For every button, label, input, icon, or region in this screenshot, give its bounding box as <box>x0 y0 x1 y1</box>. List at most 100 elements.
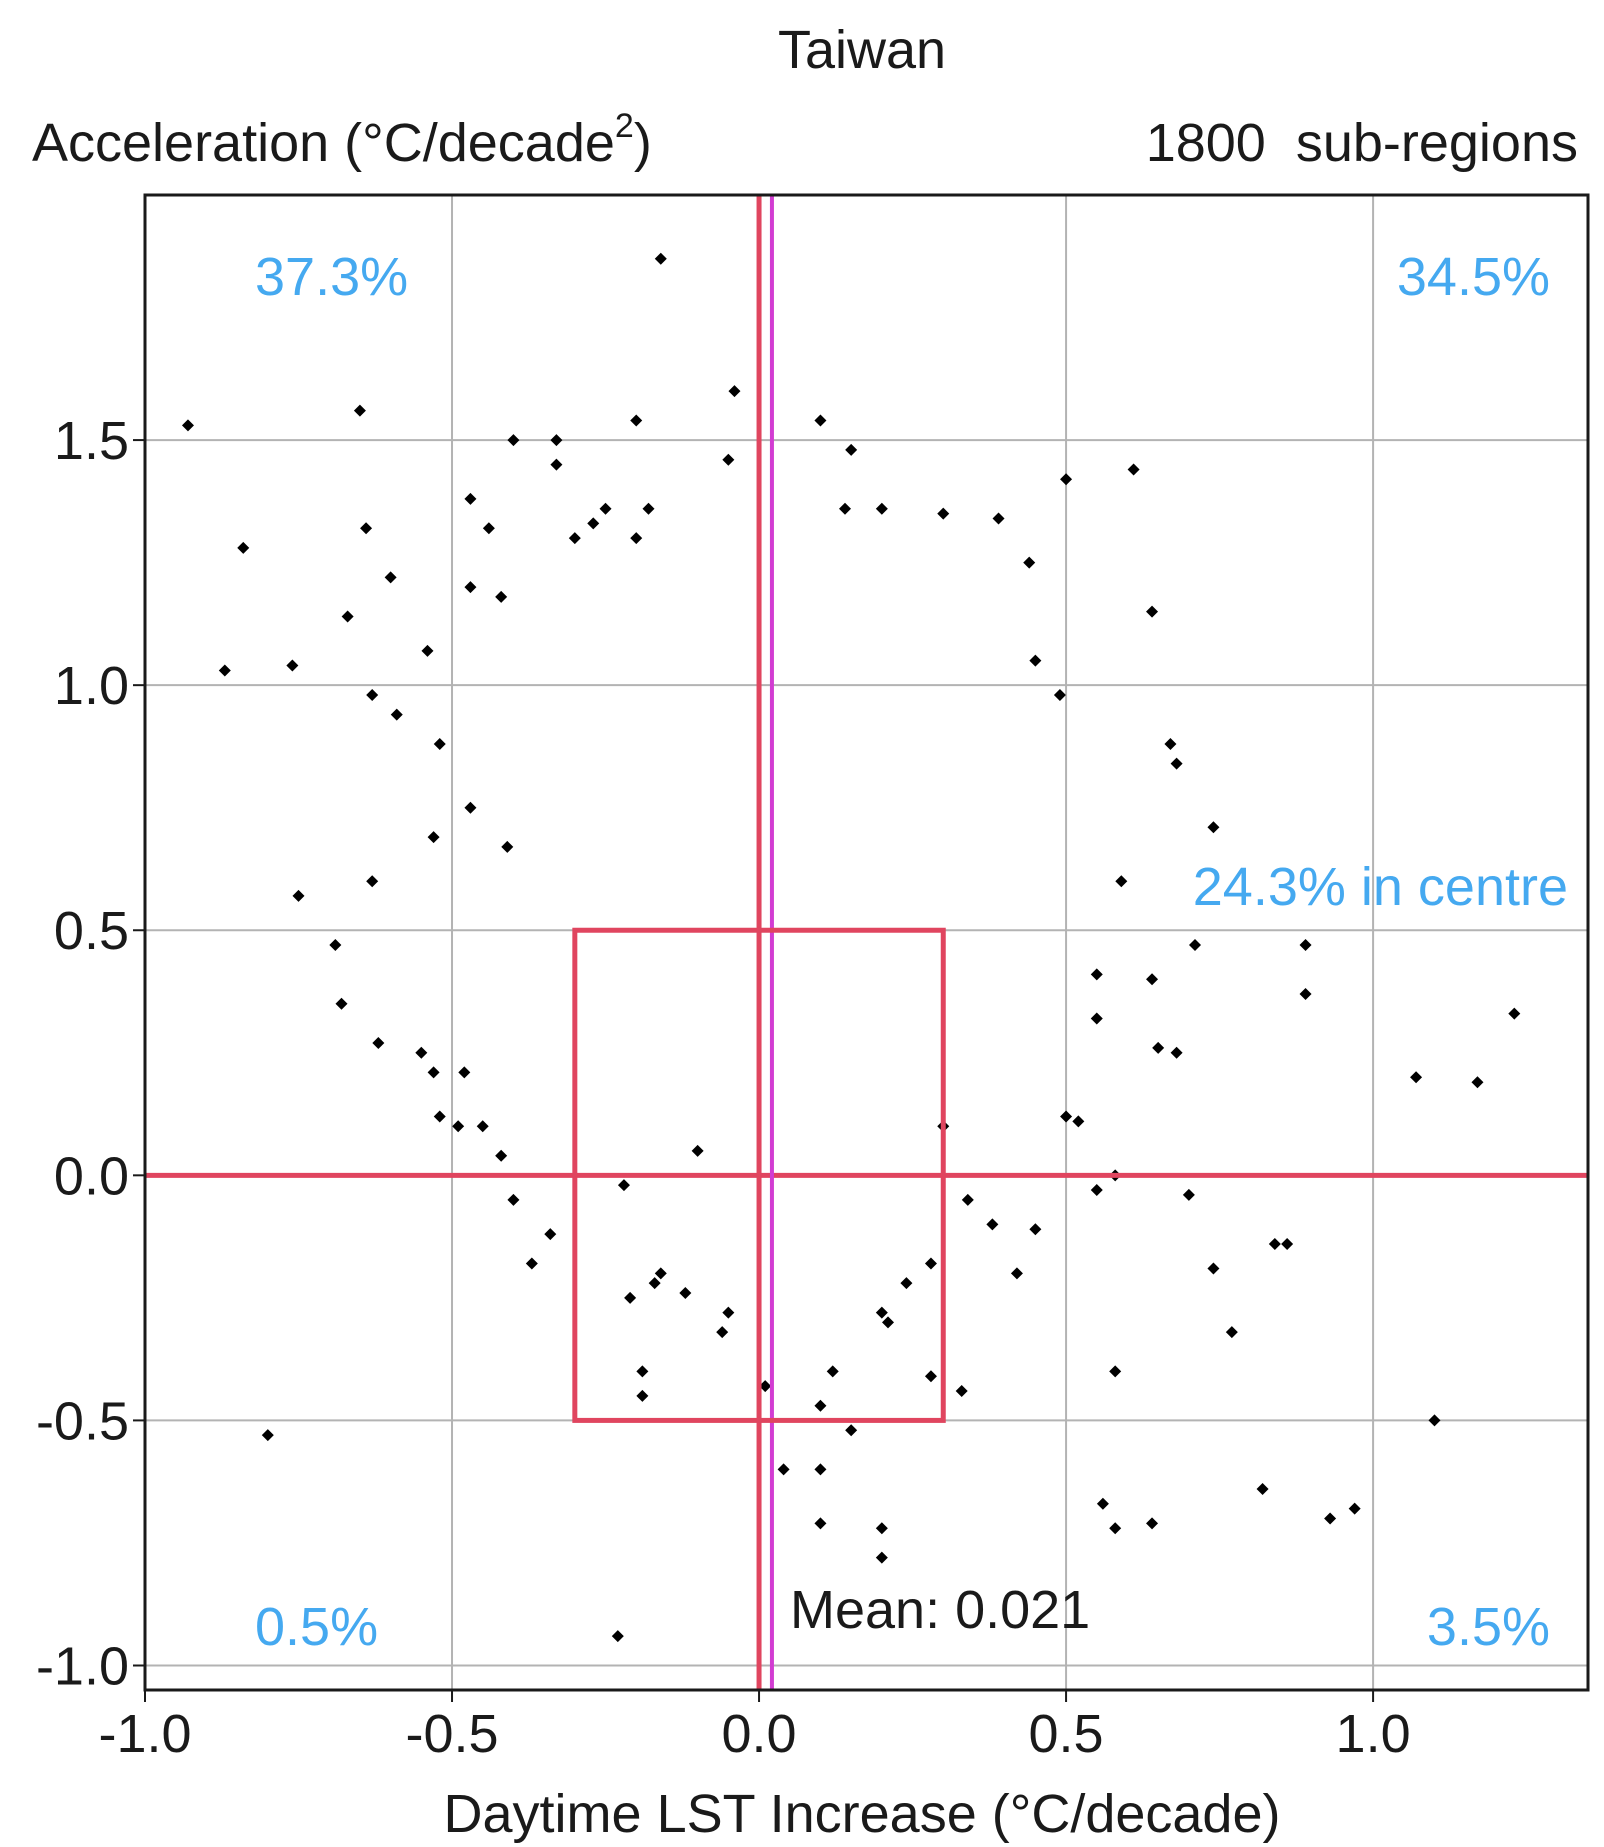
data-point <box>1060 1110 1073 1123</box>
data-point <box>353 404 366 417</box>
data-point <box>1182 1188 1195 1201</box>
data-point <box>1410 1071 1423 1084</box>
data-point <box>814 414 827 427</box>
data-point <box>525 1257 538 1270</box>
top-right-percent: 34.5% <box>1397 247 1550 307</box>
x-tick-label: 0.0 <box>722 1704 797 1764</box>
data-point <box>568 532 581 545</box>
bottom-left-percent: 0.5% <box>255 1597 378 1657</box>
data-point <box>1428 1414 1441 1427</box>
data-point <box>464 492 477 505</box>
x-tick-label: -0.5 <box>405 1704 498 1764</box>
data-point <box>759 1380 772 1393</box>
data-point <box>292 889 305 902</box>
y-tick-label: 1.5 <box>54 411 129 471</box>
y-axis-label-superscript: 2 <box>615 107 634 145</box>
data-point <box>587 517 600 530</box>
data-point <box>961 1193 974 1206</box>
data-point <box>814 1463 827 1476</box>
data-point <box>636 1389 649 1402</box>
plot-frame <box>143 193 1590 1692</box>
data-point <box>286 659 299 672</box>
data-point <box>839 502 852 515</box>
data-point <box>924 1370 937 1383</box>
data-point <box>390 708 403 721</box>
data-point <box>1324 1512 1337 1525</box>
data-points <box>181 252 1521 1643</box>
data-point <box>1152 1041 1165 1054</box>
top-left-percent: 37.3% <box>255 247 408 307</box>
data-point <box>654 1267 667 1280</box>
data-point <box>1146 605 1159 618</box>
data-point <box>691 1144 704 1157</box>
data-point <box>366 875 379 888</box>
y-tick-label: 1.0 <box>54 656 129 716</box>
x-tick-label: -1.0 <box>98 1704 191 1764</box>
data-point <box>654 252 667 265</box>
data-point <box>458 1066 471 1079</box>
data-point <box>716 1326 729 1339</box>
data-point <box>986 1218 999 1231</box>
data-point <box>1281 1237 1294 1250</box>
data-point <box>1096 1497 1109 1510</box>
data-point <box>1170 757 1183 770</box>
centre-box <box>572 927 946 1423</box>
data-point <box>366 688 379 701</box>
data-point <box>1127 463 1140 476</box>
data-point <box>881 1316 894 1329</box>
data-point <box>1029 654 1042 667</box>
data-point <box>617 1179 630 1192</box>
data-point <box>992 512 1005 525</box>
data-point <box>875 1306 888 1319</box>
data-point <box>1060 473 1073 486</box>
y-tick-label: 0.5 <box>54 901 129 961</box>
data-point <box>507 1193 520 1206</box>
data-point <box>341 610 354 623</box>
data-point <box>464 581 477 594</box>
data-point <box>1115 875 1128 888</box>
data-point <box>630 414 643 427</box>
axis-ticks: -1.0 -0.5 0.0 0.5 1.0 -1.0 -0.5 0.0 0.5 1.0 1.5 <box>36 411 1411 1764</box>
y-axis-label-text: Acceleration (°C/decade <box>32 113 615 173</box>
data-point <box>360 522 373 535</box>
data-point <box>777 1463 790 1476</box>
data-point <box>501 840 514 853</box>
y-tick-label: 0.0 <box>54 1146 129 1206</box>
data-point <box>728 385 741 398</box>
data-point <box>550 458 563 471</box>
data-point <box>452 1120 465 1133</box>
data-point <box>433 1110 446 1123</box>
data-point <box>1109 1522 1122 1535</box>
data-point <box>464 801 477 814</box>
data-point <box>937 507 950 520</box>
x-tick-label: 0.5 <box>1029 1704 1104 1764</box>
data-point <box>1207 821 1220 834</box>
data-point <box>237 541 250 554</box>
data-point <box>955 1385 968 1397</box>
data-point <box>1146 1517 1159 1530</box>
data-point <box>826 1365 839 1378</box>
data-point <box>1268 1237 1281 1250</box>
data-point <box>599 502 612 515</box>
data-point <box>814 1517 827 1530</box>
data-point <box>482 522 495 535</box>
data-point <box>1164 737 1177 750</box>
grid-lines <box>144 195 1588 1690</box>
data-point <box>1090 968 1103 981</box>
reference-lines <box>145 195 1588 1690</box>
data-point <box>1225 1326 1238 1339</box>
data-point <box>1146 973 1159 986</box>
chart-title: Taiwan <box>778 20 946 80</box>
x-tick-label: 1.0 <box>1336 1704 1411 1764</box>
data-point <box>875 502 888 515</box>
y-tick-label: -0.5 <box>36 1391 129 1451</box>
data-point <box>384 571 397 584</box>
data-point <box>630 532 643 545</box>
data-point <box>1256 1483 1269 1496</box>
data-point <box>1207 1262 1220 1275</box>
data-point <box>1029 1223 1042 1236</box>
data-point <box>679 1286 692 1299</box>
data-point <box>476 1120 489 1133</box>
sub-region-count: 1800 sub-regions <box>1146 113 1578 173</box>
